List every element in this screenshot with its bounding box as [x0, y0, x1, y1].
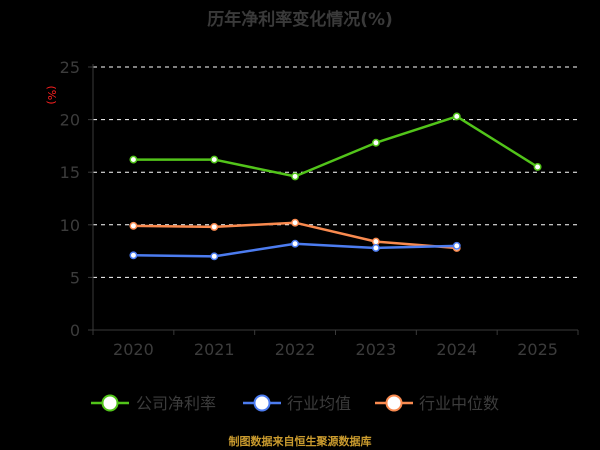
- data-point: [533, 162, 542, 171]
- series-1: [129, 239, 461, 261]
- legend-item-2[interactable]: 行业中位数: [375, 394, 499, 413]
- data-point: [291, 172, 300, 181]
- data-point: [371, 138, 380, 147]
- data-point: [210, 252, 219, 261]
- legend-label: 行业均值: [287, 394, 351, 413]
- series-0: [129, 112, 542, 181]
- y-tick-label: 20: [60, 111, 80, 130]
- data-point: [129, 221, 138, 230]
- legend-swatch-marker: [385, 394, 403, 412]
- y-tick-label: 25: [60, 58, 80, 77]
- x-tick-label: 2021: [194, 340, 235, 359]
- y-tick-label: 0: [70, 321, 80, 340]
- source-note: 制图数据来自恒生聚源数据库: [228, 435, 372, 448]
- chart-title: 历年净利率变化情况(%): [207, 10, 393, 30]
- legend[interactable]: 公司净利率 行业均值 行业中位数: [91, 394, 499, 413]
- data-point: [452, 241, 461, 250]
- y-tick-label: 15: [60, 163, 80, 182]
- legend-swatch-marker: [253, 394, 271, 412]
- data-point: [452, 112, 461, 121]
- data-point: [210, 222, 219, 231]
- legend-swatch-marker: [101, 394, 119, 412]
- legend-label: 行业中位数: [419, 394, 499, 413]
- data-point: [129, 251, 138, 260]
- y-tick-label: 10: [60, 216, 80, 235]
- y-tick-label: 5: [70, 268, 80, 287]
- data-point: [129, 155, 138, 164]
- data-point: [291, 218, 300, 227]
- x-tick-label: 2025: [517, 340, 558, 359]
- x-tick-label: 2022: [275, 340, 316, 359]
- legend-label: 公司净利率: [136, 394, 216, 413]
- data-point: [371, 237, 380, 246]
- x-tick-label: 2024: [436, 340, 477, 359]
- data-point: [210, 155, 219, 164]
- x-tick-label: 2020: [113, 340, 154, 359]
- legend-item-0[interactable]: 公司净利率: [91, 394, 216, 413]
- legend-item-1[interactable]: 行业均值: [243, 394, 351, 413]
- series-line: [133, 115, 539, 178]
- data-point: [291, 239, 300, 248]
- y-axis-label: (%): [45, 85, 58, 104]
- series-layer: [129, 112, 542, 261]
- x-tick-label: 2023: [356, 340, 397, 359]
- series-2: [129, 218, 461, 252]
- data-point: [371, 243, 380, 252]
- grid-layer: [93, 66, 578, 278]
